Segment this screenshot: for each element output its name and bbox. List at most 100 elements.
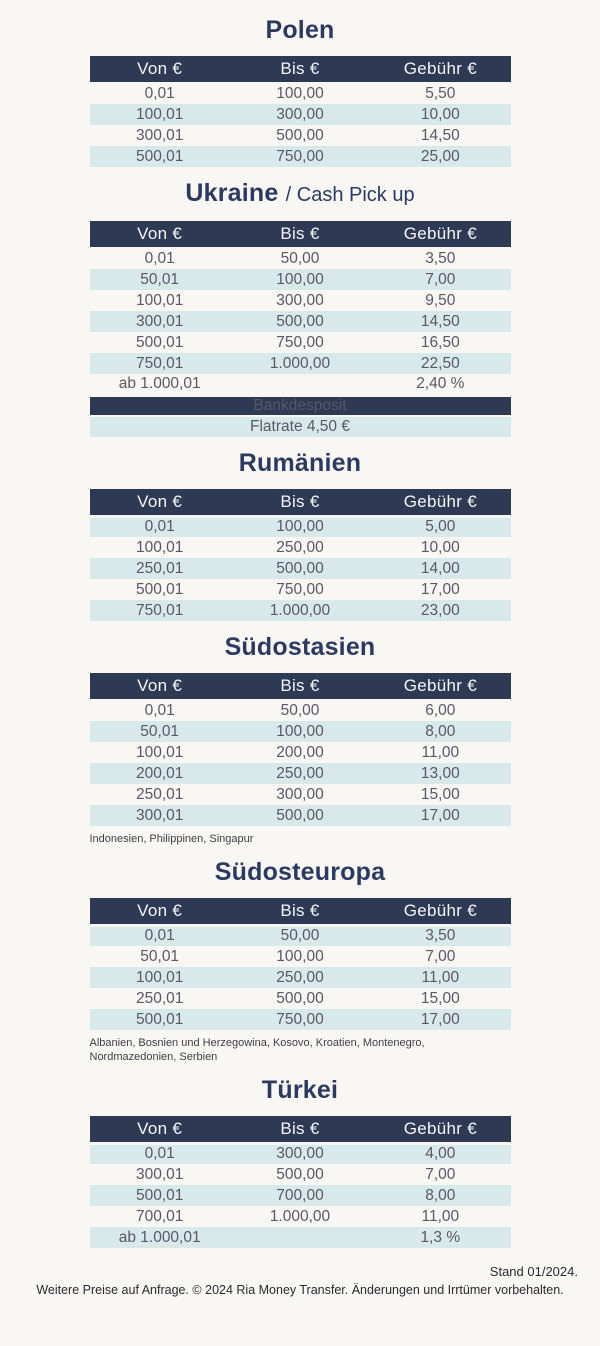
table-row: 300,01 500,00 14,50 bbox=[90, 125, 511, 146]
fee-table: Von € Bis € Gebühr €0,01 300,00 4,00 300,01 50… bbox=[89, 1116, 511, 1248]
section-rumaenien: Rumänien Von € Bis € Gebühr €0,01 100,00 5,00… bbox=[89, 447, 511, 621]
section-footnote: Albanien, Bosnien und Herzegowina, Kosov… bbox=[89, 1037, 425, 1063]
col-header-von: Von € bbox=[89, 56, 230, 85]
cell-von: 500,01 bbox=[135, 580, 184, 598]
page-footer: Stand 01/2024. Weitere Preise auf Anfrag… bbox=[0, 1264, 600, 1297]
cell-von: 100,01 bbox=[135, 291, 184, 309]
table-row: 250,01 500,00 14,00 bbox=[89, 558, 511, 579]
col-header-von: Von € bbox=[89, 898, 230, 927]
cell-bis: 250,00 bbox=[229, 967, 371, 988]
cell-bis: 750,00 bbox=[229, 146, 371, 167]
table-row: 500,01 750,00 25,00 bbox=[89, 146, 511, 167]
section-title-text: Rumänien bbox=[238, 449, 362, 477]
cell-gebuehr: 17,00 bbox=[370, 1009, 511, 1030]
cell-von: 100,01 bbox=[135, 538, 184, 556]
cell-bis: 750,00 bbox=[229, 1009, 371, 1030]
cell-bis: 750,00 bbox=[276, 333, 324, 351]
cell-bis: 500,00 bbox=[229, 805, 371, 826]
cell-von: 300,01 bbox=[89, 805, 230, 826]
fee-table-header: Von € Bis € Gebühr € bbox=[89, 489, 511, 518]
table-row: ab 1.000,01 2,40 % bbox=[90, 374, 511, 395]
table-row: 700,01 1.000,00 11,00 bbox=[90, 1206, 511, 1227]
cell-gebuehr: 14,50 bbox=[370, 311, 511, 332]
cell-gebuehr: 7,00 bbox=[425, 1165, 456, 1183]
cell-gebuehr: 4,00 bbox=[370, 1143, 511, 1164]
banner-label: Bankdesposit bbox=[89, 393, 511, 416]
cell-von: 100,01 bbox=[89, 967, 230, 988]
cell-bis: 50,00 bbox=[229, 925, 371, 946]
cell-gebuehr: 6,00 bbox=[425, 702, 456, 720]
section-title-text: Polen bbox=[265, 16, 335, 44]
cell-bis: 750,00 bbox=[276, 580, 324, 598]
fee-table: Von € Bis € Gebühr €0,01 50,00 3,50 50,01 100,… bbox=[89, 898, 511, 1030]
table-row: 250,01 300,00 15,00 bbox=[90, 784, 511, 805]
cell-gebuehr: 3,50 bbox=[370, 925, 511, 946]
cell-von: 200,01 bbox=[89, 763, 230, 784]
banner-row: Bankdesposit bbox=[89, 393, 511, 416]
cell-gebuehr: 1,3 % bbox=[370, 1227, 511, 1248]
cell-von: 300,01 bbox=[135, 1165, 184, 1183]
table-row: 0,01 100,00 5,00 bbox=[89, 516, 511, 537]
cell-gebuehr: 10,00 bbox=[370, 104, 511, 125]
col-header-gebuehr: Gebühr € bbox=[370, 673, 511, 702]
cell-von: 0,01 bbox=[144, 702, 175, 720]
cell-gebuehr: 7,00 bbox=[370, 269, 511, 290]
cell-von: 300,01 bbox=[135, 126, 184, 144]
table-row: 50,01 100,00 7,00 bbox=[89, 269, 511, 290]
cell-von: 500,01 bbox=[89, 1185, 230, 1206]
col-header-bis: Bis € bbox=[229, 673, 371, 702]
section-title: Südosteuropa bbox=[90, 856, 511, 888]
cell-von: 50,01 bbox=[89, 721, 230, 742]
table-row: 100,01 300,00 10,00 bbox=[89, 104, 511, 125]
cell-bis: 500,00 bbox=[276, 126, 324, 144]
cell-von: 500,01 bbox=[89, 146, 230, 167]
table-row: 250,01 500,00 15,00 bbox=[90, 988, 511, 1009]
cell-bis: 300,00 bbox=[276, 291, 324, 309]
cell-bis: 1.000,00 bbox=[229, 600, 371, 621]
section-footnote: Indonesien, Philippinen, Singapur bbox=[89, 833, 254, 845]
cell-gebuehr: 2,40 % bbox=[416, 374, 465, 392]
cell-von: 0,01 bbox=[89, 516, 230, 537]
cell-bis: 1.000,00 bbox=[269, 1207, 331, 1225]
cell-bis: 100,00 bbox=[229, 721, 371, 742]
section-suedostasien: Südostasien Von € Bis € Gebühr €0,01 50,00 6,… bbox=[89, 631, 511, 846]
cell-bis: 700,00 bbox=[229, 1185, 371, 1206]
col-header-gebuehr: Gebühr € bbox=[370, 56, 511, 85]
cell-bis: 250,00 bbox=[229, 763, 371, 784]
cell-gebuehr: 10,00 bbox=[420, 538, 460, 556]
table-row: 500,01 750,00 17,00 bbox=[89, 1009, 511, 1030]
fee-table-header: Von € Bis € Gebühr € bbox=[89, 1116, 511, 1145]
col-header-gebuehr: Gebühr € bbox=[370, 1116, 511, 1145]
col-header-von: Von € bbox=[89, 221, 230, 250]
section-tuerkei: Türkei Von € Bis € Gebühr €0,01 300,00 4,00 30… bbox=[89, 1074, 511, 1248]
banner-value: Flatrate 4,50 € bbox=[89, 415, 511, 437]
cell-bis: 500,00 bbox=[229, 311, 371, 332]
col-header-bis: Bis € bbox=[229, 221, 371, 250]
fee-table-header: Von € Bis € Gebühr € bbox=[89, 898, 511, 927]
cell-von: 250,01 bbox=[89, 558, 230, 579]
table-row: 300,01 500,00 14,50 bbox=[89, 311, 511, 332]
table-row: 100,01 200,00 11,00 bbox=[90, 742, 511, 763]
fee-table-body: 0,01 50,00 3,50 50,01 100,00 7,00 100,01 300,00… bbox=[89, 248, 511, 437]
col-header-bis: Bis € bbox=[229, 898, 371, 927]
cell-bis: 200,00 bbox=[276, 743, 324, 761]
stand-date: Stand 01/2024. bbox=[489, 1264, 578, 1279]
cell-bis: 100,00 bbox=[229, 269, 371, 290]
fee-table: Von € Bis € Gebühr €0,01 100,00 5,50 100,01 30… bbox=[89, 56, 511, 167]
cell-von: 700,01 bbox=[135, 1207, 184, 1225]
cell-gebuehr: 8,00 bbox=[370, 1185, 511, 1206]
table-row: 300,01 500,00 7,00 bbox=[90, 1164, 511, 1185]
cell-gebuehr: 15,00 bbox=[420, 785, 460, 803]
cell-von: 300,01 bbox=[89, 311, 230, 332]
cell-von: 100,01 bbox=[89, 104, 230, 125]
section-title-text: Türkei bbox=[261, 1076, 339, 1104]
table-row: 750,01 1.000,00 22,50 bbox=[89, 353, 511, 374]
table-row: 50,01 100,00 8,00 bbox=[89, 721, 511, 742]
cell-von: 0,01 bbox=[144, 85, 175, 103]
fee-table-header: Von € Bis € Gebühr € bbox=[89, 221, 511, 250]
cell-gebuehr: 11,00 bbox=[421, 743, 460, 761]
fee-table: Von € Bis € Gebühr €0,01 50,00 6,00 50,01 100,… bbox=[89, 673, 511, 826]
table-row: 0,01 300,00 4,00 bbox=[89, 1143, 511, 1164]
table-row: 50,01 100,00 7,00 bbox=[90, 946, 511, 967]
fee-schedule-document: Polen Von € Bis € Gebühr €0,01 100,00 5,50 100… bbox=[89, 14, 511, 1248]
